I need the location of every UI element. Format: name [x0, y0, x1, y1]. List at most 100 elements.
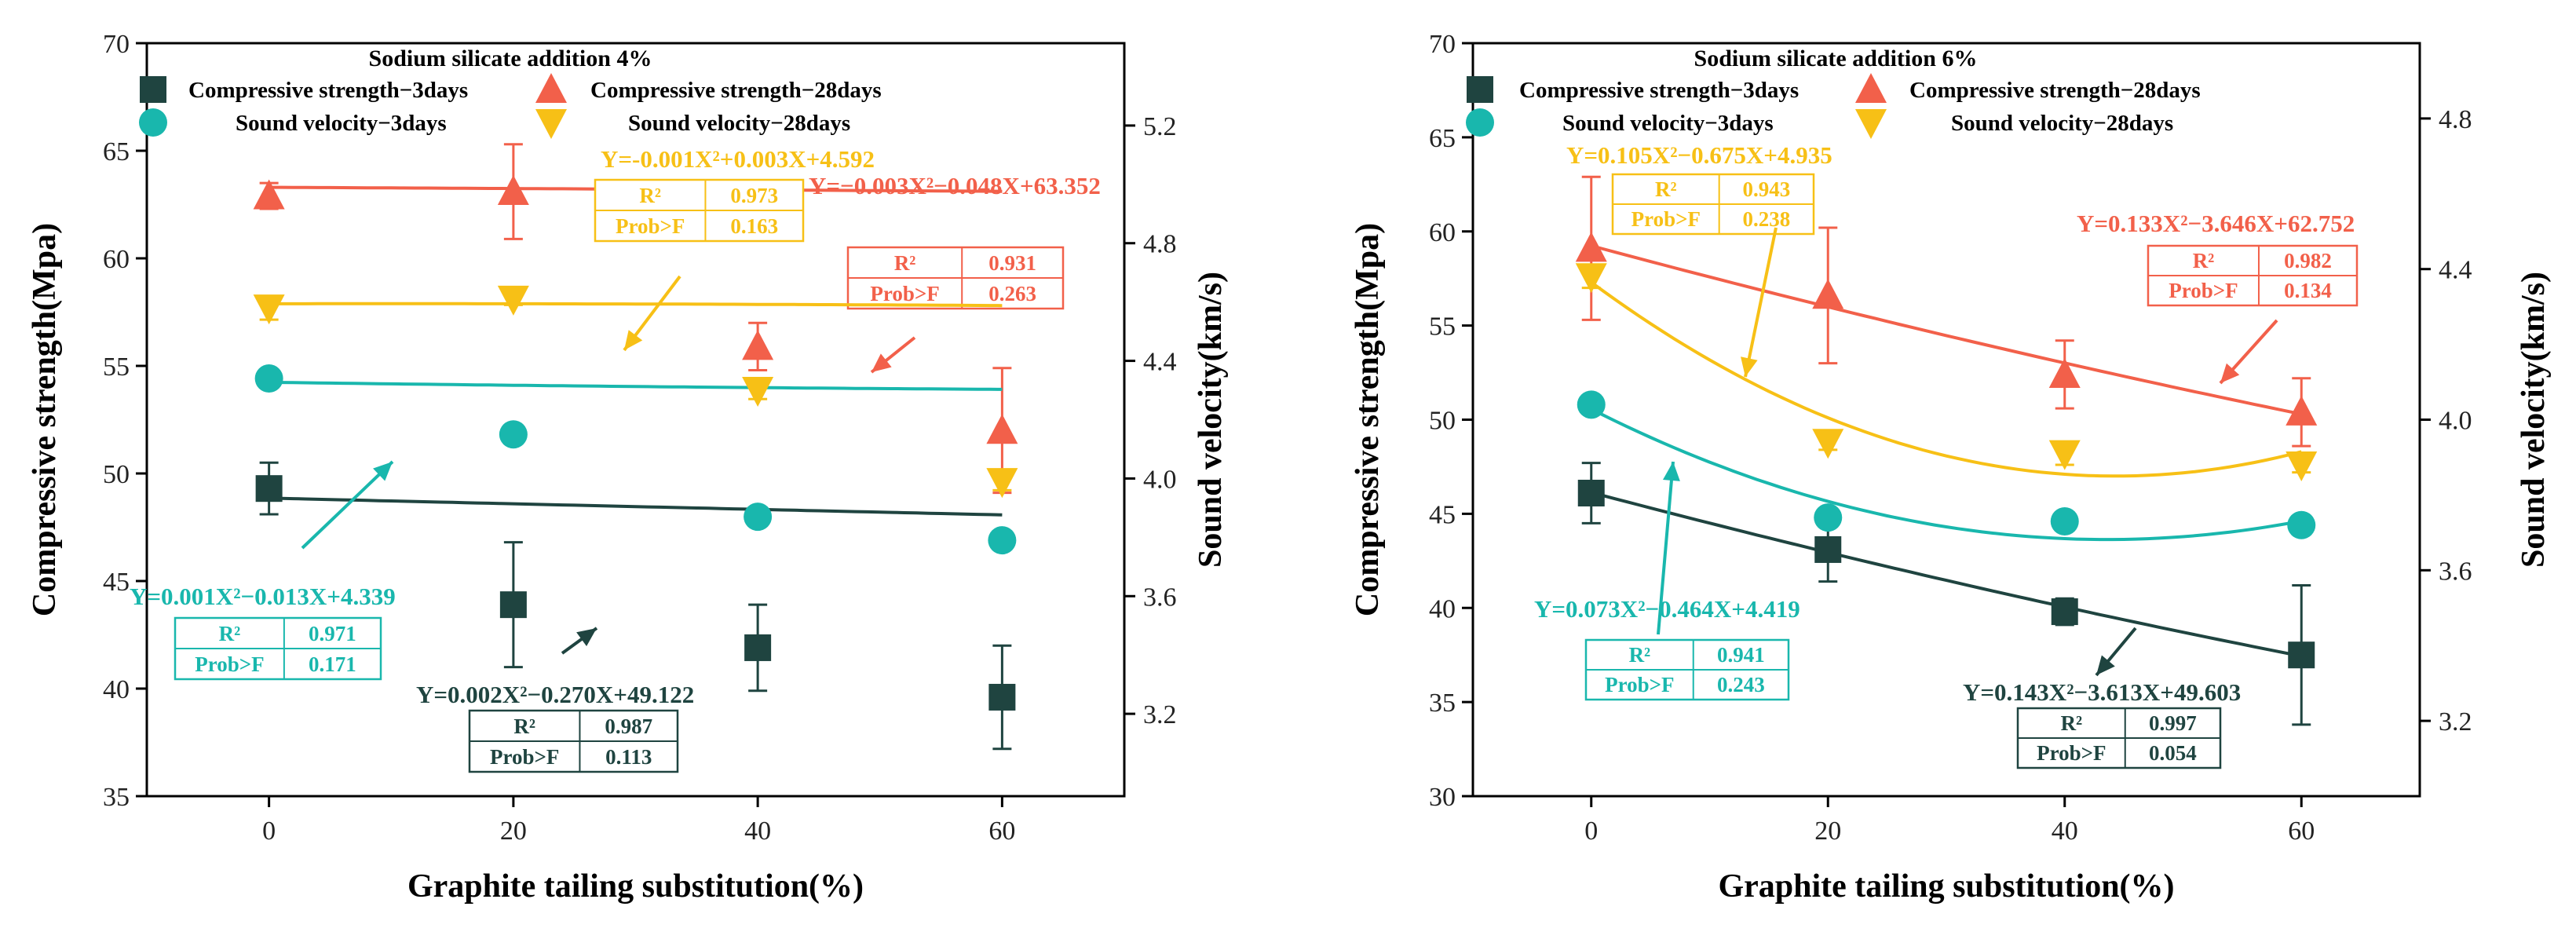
x-tick-label: 0	[262, 817, 276, 846]
y-tick-label: 65	[1429, 124, 1456, 153]
data-point	[2048, 440, 2081, 470]
y-tick-label: 55	[103, 353, 130, 382]
prob-value: 0.054	[2149, 741, 2197, 765]
r2-label: R²	[2193, 249, 2215, 272]
x-axis-title: Graphite tailing substitution(%)	[407, 868, 864, 905]
data-point	[499, 591, 527, 619]
y-tick-label: 55	[1429, 312, 1456, 342]
r2-label: R²	[513, 715, 535, 738]
fit-equation: Y=-0.001X²+0.003X+4.592	[601, 145, 875, 173]
data-point	[742, 377, 774, 408]
data-point	[2286, 451, 2318, 482]
prob-value: 0.171	[309, 652, 356, 676]
data-point	[497, 285, 529, 316]
y-tick-label: 35	[1429, 689, 1456, 718]
fit-equation: Y=−0.003X²−0.048X+63.352	[809, 172, 1101, 199]
series-sound-velocity-28days	[253, 285, 1018, 499]
fit-curve	[1590, 408, 2302, 542]
data-point	[254, 364, 283, 393]
r2-value: 0.941	[1717, 643, 1765, 667]
y-tick-label: 70	[103, 30, 130, 59]
data-point	[988, 526, 1017, 555]
r2-label: R²	[2061, 711, 2083, 735]
data-point	[986, 468, 1018, 499]
legend-title: Sodium silicate addition 4%	[369, 46, 652, 71]
r2-label: R²	[1655, 177, 1677, 201]
legend-label: Compressive strength−3days	[1519, 78, 1799, 103]
arrow-head	[2220, 363, 2240, 383]
data-point	[1577, 390, 1606, 419]
y-tick-label: 45	[103, 568, 130, 597]
data-point	[499, 420, 528, 449]
prob-value: 0.263	[988, 282, 1036, 305]
fit-curve	[269, 496, 1003, 517]
y2-tick-label: 4.4	[1143, 348, 1177, 377]
y2-axis-title: Sound velocity(km/s)	[1193, 272, 1229, 568]
y2-tick-label: 3.6	[2439, 557, 2472, 586]
data-point	[986, 414, 1018, 444]
r2-value: 0.997	[2149, 711, 2197, 735]
legend-marker	[1466, 108, 1494, 137]
chart-panel-sodium-6: 0 20 40 60 30 35 40 45 50 55 60 65 70 3.2 3.6 4.0 4.4 4.8…	[1350, 30, 2552, 905]
prob-value: 0.238	[1742, 207, 1790, 231]
arrow-head	[871, 353, 892, 372]
r2-value: 0.971	[309, 622, 356, 645]
arrow-head	[373, 462, 393, 481]
y-tick-label: 30	[1429, 783, 1456, 812]
prob-label: Prob>F	[490, 745, 559, 769]
y-tick-label: 60	[103, 245, 130, 274]
y-tick-label: 40	[1429, 594, 1456, 623]
series-compressive-strength-3days	[1577, 462, 2315, 726]
annotation-arrow	[1744, 227, 1778, 378]
fit-curve	[1591, 244, 2302, 416]
legend-marker	[535, 109, 567, 139]
legend-title: Sodium silicate addition 6%	[1694, 46, 1978, 71]
legend-label: Sound velocity−28days	[1951, 111, 2173, 136]
legend-label: Sound velocity−3days	[236, 111, 447, 136]
arrow-head	[1741, 356, 1758, 377]
data-point	[2288, 641, 2315, 669]
legend-label: Compressive strength−28days	[1909, 78, 2201, 103]
y-tick-label: 65	[103, 137, 130, 166]
y-tick-label: 60	[1429, 218, 1456, 247]
y2-tick-label: 4.8	[1143, 230, 1177, 259]
r2-label: R²	[1629, 643, 1651, 667]
data-point	[497, 175, 529, 206]
series-compressive-strength-3days	[255, 461, 1016, 751]
annotation-arrow	[301, 460, 394, 550]
data-point	[744, 503, 773, 532]
y2-tick-label: 3.6	[1143, 583, 1177, 612]
x-tick-label: 40	[744, 817, 771, 846]
series-sound-velocity-3days	[254, 364, 1017, 555]
series-sound-velocity-3days	[1577, 390, 2316, 542]
y-axis-title: Compressive strength(Mpa)	[27, 223, 63, 616]
legend-marker	[139, 108, 167, 137]
legend-label: Compressive strength−28days	[590, 78, 882, 103]
arrow-head	[576, 628, 597, 647]
x-tick-label: 20	[1814, 817, 1841, 846]
fit-equation: Y=0.002X²−0.270X+49.122	[416, 681, 694, 708]
annotation-arrow	[1657, 461, 1675, 635]
x-tick-label: 40	[2052, 817, 2078, 846]
y-axis-title: Compressive strength(Mpa)	[1350, 223, 1386, 616]
prob-label: Prob>F	[616, 214, 685, 238]
legend-marker	[535, 73, 567, 103]
r2-label: R²	[219, 622, 241, 645]
r2-label: R²	[639, 184, 661, 207]
data-point	[253, 179, 285, 210]
data-point	[2050, 506, 2079, 535]
fit-equation: Y=0.001X²−0.013X+4.339	[130, 583, 396, 610]
legend-label: Sound velocity−28days	[628, 111, 850, 136]
prob-label: Prob>F	[195, 652, 264, 676]
x-axis-title: Graphite tailing substitution(%)	[1718, 868, 2174, 905]
fit-equation: Y=0.073X²−0.464X+4.419	[1534, 595, 1800, 623]
data-point	[2286, 395, 2318, 426]
data-point	[1812, 279, 1844, 309]
y-tick-label: 35	[103, 783, 130, 812]
prob-value: 0.134	[2284, 279, 2332, 302]
legend-label: Sound velocity−3days	[1562, 111, 1774, 136]
x-tick-label: 60	[988, 817, 1015, 846]
r2-value: 0.943	[1742, 177, 1790, 201]
fit-equation: Y=0.133X²−3.646X+62.752	[2077, 210, 2355, 237]
prob-label: Prob>F	[2169, 279, 2238, 302]
